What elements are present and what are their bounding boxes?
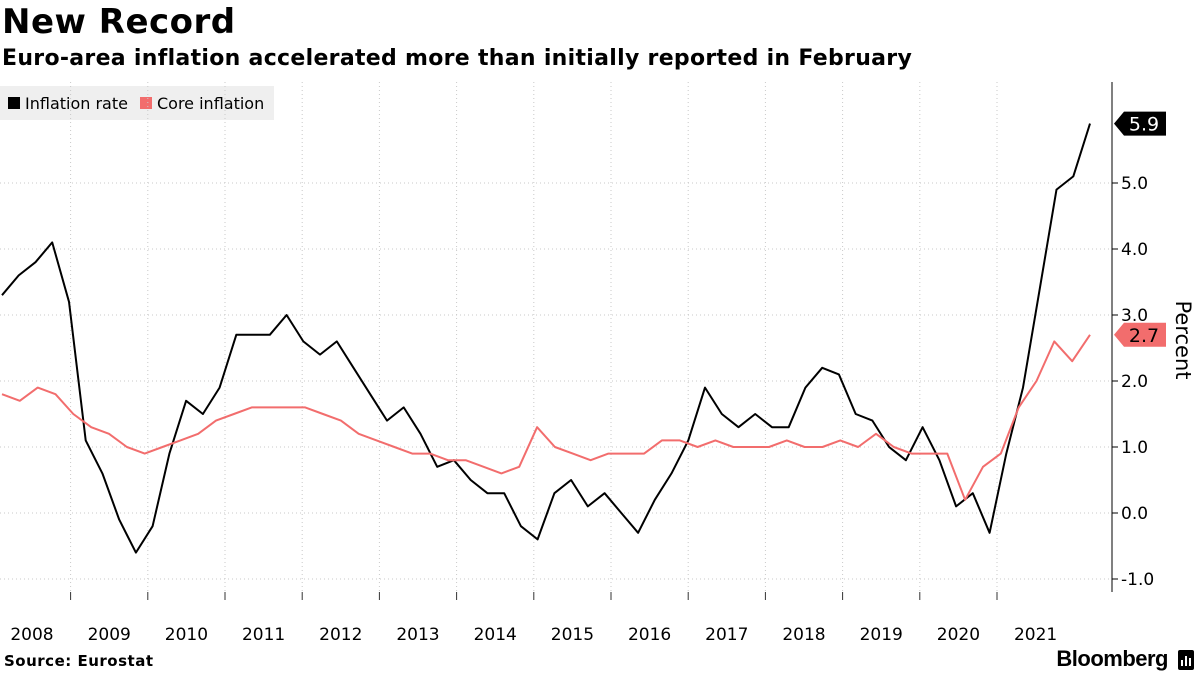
- last-value-tag: [1114, 322, 1166, 347]
- x-tick-label: 2021: [1014, 625, 1057, 645]
- x-tick-label: 2016: [628, 625, 671, 645]
- x-tick-label: 2017: [705, 625, 748, 645]
- x-tick-label: 2014: [474, 625, 517, 645]
- legend-item-inflation-rate[interactable]: Inflation rate: [8, 94, 128, 113]
- y-tick-label: 2.0: [1121, 372, 1148, 392]
- x-tick-label: 2020: [937, 625, 980, 645]
- source-note: Source: Eurostat: [4, 652, 154, 670]
- y-tick-label: -1.0: [1121, 570, 1154, 590]
- legend-swatch-core-inflation: [139, 97, 152, 109]
- x-tick-label: 2008: [10, 625, 53, 645]
- bloomberg-logo: Bloomberg: [1056, 646, 1168, 671]
- x-tick-label: 2019: [860, 625, 903, 645]
- last-value-label: 5.9: [1129, 114, 1159, 136]
- series-line-core-inflation: [1, 334, 1091, 501]
- y-tick-label: 3.0: [1121, 306, 1148, 326]
- chart-title: New Record: [2, 2, 236, 42]
- x-tick-label: 2018: [782, 625, 825, 645]
- x-tick-label: 2015: [551, 625, 594, 645]
- x-tick-label: 2010: [165, 625, 208, 645]
- x-tick-label: 2012: [319, 625, 362, 645]
- x-tick-label: 2009: [88, 625, 131, 645]
- y-tick-label: 4.0: [1121, 240, 1148, 260]
- series-line-inflation-rate: [1, 123, 1091, 554]
- y-tick-label: 5.0: [1121, 174, 1148, 194]
- legend-swatch-inflation-rate: [8, 97, 20, 109]
- legend-item-core-inflation[interactable]: Core inflation: [139, 93, 265, 113]
- legend-label-inflation-rate: Inflation rate: [25, 93, 128, 113]
- last-value-tag: [1114, 111, 1166, 136]
- y-axis-title: Percent: [1171, 300, 1195, 379]
- y-tick-label: 0.0: [1121, 504, 1148, 524]
- legend-label-core-inflation: Core inflation: [156, 93, 265, 113]
- last-value-label: 2.7: [1129, 325, 1159, 347]
- chart-legend: Inflation rate Core inflation: [0, 86, 275, 120]
- bloomberg-terminal-icon: [1178, 650, 1194, 670]
- x-tick-label: 2011: [242, 625, 285, 645]
- y-tick-label: 1.0: [1121, 438, 1148, 458]
- chart-subtitle: Euro-area inflation accelerated more tha…: [2, 46, 913, 71]
- x-tick-label: 2013: [396, 625, 439, 645]
